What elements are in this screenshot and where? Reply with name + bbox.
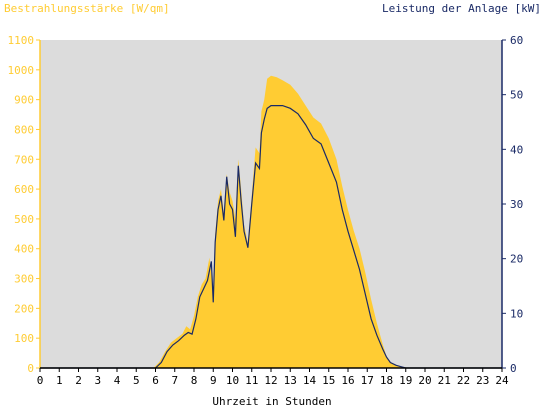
right-tick-label: 10 xyxy=(510,307,523,320)
left-axis-title: Bestrahlungsstärke [W/qm] xyxy=(4,2,170,15)
x-tick-label: 21 xyxy=(438,374,451,387)
x-tick-label: 10 xyxy=(226,374,239,387)
x-axis-title: Uhrzeit in Stunden xyxy=(212,395,331,408)
x-tick-label: 15 xyxy=(322,374,335,387)
right-tick-label: 0 xyxy=(510,362,517,375)
x-tick-label: 5 xyxy=(133,374,140,387)
left-tick-label: 1100 xyxy=(8,34,35,47)
left-tick-label: 100 xyxy=(14,332,34,345)
left-tick-label: 300 xyxy=(14,273,34,286)
left-tick-label: 0 xyxy=(27,362,34,375)
right-tick-label: 30 xyxy=(510,198,523,211)
x-tick-label: 4 xyxy=(114,374,121,387)
irradiance-area xyxy=(40,75,502,368)
x-tick-label: 16 xyxy=(341,374,354,387)
x-tick-label: 18 xyxy=(380,374,393,387)
left-tick-label: 200 xyxy=(14,302,34,315)
left-tick-label: 500 xyxy=(14,213,34,226)
x-tick-label: 6 xyxy=(152,374,159,387)
x-tick-label: 24 xyxy=(495,374,509,387)
x-tick-label: 12 xyxy=(264,374,277,387)
right-tick-label: 50 xyxy=(510,89,523,102)
x-tick-label: 20 xyxy=(418,374,431,387)
x-tick-label: 7 xyxy=(171,374,178,387)
x-tick-label: 3 xyxy=(94,374,101,387)
right-tick-label: 60 xyxy=(510,34,523,47)
left-tick-label: 900 xyxy=(14,94,34,107)
right-axis-title: Leistung der Anlage [kW] xyxy=(382,2,541,15)
x-tick-label: 1 xyxy=(56,374,63,387)
left-tick-label: 700 xyxy=(14,153,34,166)
left-tick-label: 400 xyxy=(14,243,34,256)
x-tick-label: 22 xyxy=(457,374,470,387)
x-tick-label: 19 xyxy=(399,374,412,387)
x-tick-label: 13 xyxy=(284,374,297,387)
x-tick-label: 0 xyxy=(37,374,44,387)
left-tick-label: 600 xyxy=(14,183,34,196)
x-tick-label: 23 xyxy=(476,374,489,387)
power-line xyxy=(40,104,502,369)
left-tick-label: 800 xyxy=(14,123,34,136)
left-tick-label: 1000 xyxy=(8,64,35,77)
x-tick-label: 11 xyxy=(245,374,258,387)
right-tick-label: 40 xyxy=(510,143,523,156)
right-tick-label: 20 xyxy=(510,253,523,266)
x-tick-label: 8 xyxy=(191,374,198,387)
x-tick-label: 14 xyxy=(303,374,317,387)
x-tick-label: 17 xyxy=(361,374,374,387)
x-tick-label: 9 xyxy=(210,374,217,387)
x-tick-label: 2 xyxy=(75,374,82,387)
